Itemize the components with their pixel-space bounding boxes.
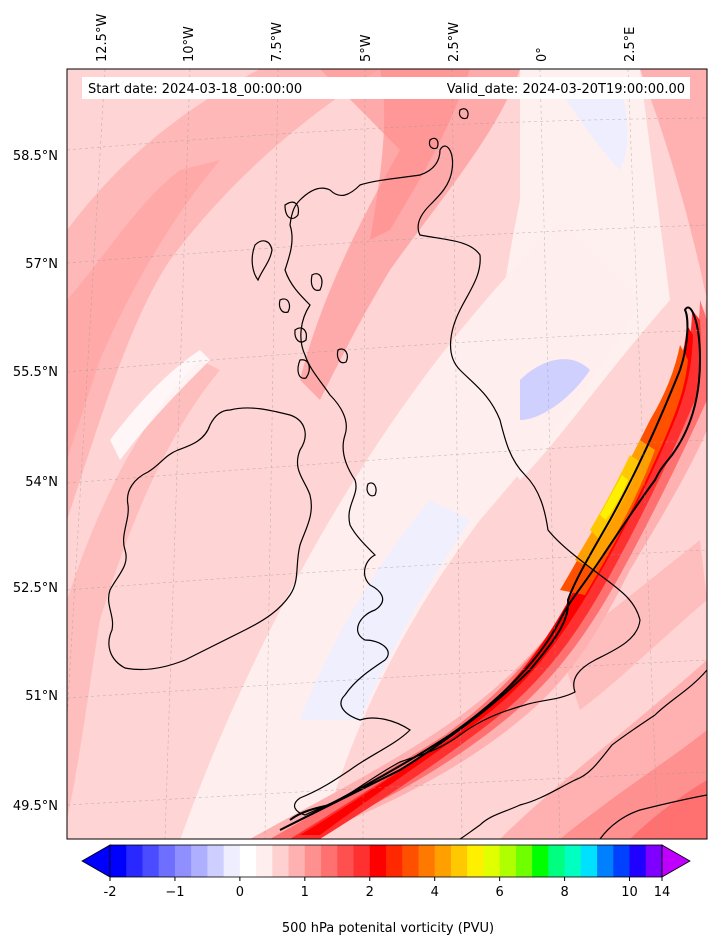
- colorbar-swatch: [613, 845, 631, 877]
- colorbar-swatch: [580, 845, 598, 877]
- colorbar-swatch: [418, 845, 436, 877]
- colorbar-swatch: [645, 845, 663, 877]
- colorbar-swatch: [337, 845, 355, 877]
- colorbar-tick-label: 6: [496, 885, 504, 900]
- colorbar-swatch: [272, 845, 290, 877]
- colorbar-swatch: [288, 845, 306, 877]
- lon-label: 7.5°W: [270, 22, 285, 62]
- colorbar-swatch: [369, 845, 387, 877]
- colorbar-swatch: [434, 845, 452, 877]
- colorbar-swatch: [402, 845, 419, 877]
- lon-label: 2.5°W: [447, 22, 462, 62]
- header-box: [82, 77, 690, 99]
- colorbar-tick-label: 10: [621, 885, 638, 900]
- lon-label: 10°W: [182, 26, 197, 62]
- lon-label: 0°: [535, 47, 550, 62]
- lon-label: 5°W: [359, 34, 374, 62]
- colorbar-swatch: [483, 845, 501, 877]
- colorbar-swatch: [239, 845, 257, 877]
- colorbar-extend-max: [661, 844, 691, 878]
- lat-label: 54°N: [25, 475, 58, 490]
- colorbar-swatch: [174, 845, 192, 877]
- start-date-text: Start date: 2024-03-18_00:00:00: [88, 82, 302, 97]
- colorbar-swatch: [467, 845, 484, 877]
- colorbar: [81, 844, 691, 878]
- colorbar-swatch: [499, 845, 517, 877]
- colorbar-tick-label: 0: [236, 885, 244, 900]
- colorbar-swatch: [629, 845, 647, 877]
- colorbar-swatch: [110, 845, 127, 877]
- valid-date-text: Valid_date: 2024-03-20T19:00:00.00: [447, 82, 685, 97]
- colorbar-border: [109, 844, 663, 878]
- lat-label: 55.5°N: [13, 365, 58, 380]
- lon-label: 2.5°E: [623, 27, 638, 62]
- colorbar-swatch: [142, 845, 160, 877]
- colorbar-swatch: [386, 845, 403, 877]
- colorbar-tick-label: 1: [301, 885, 309, 900]
- colorbar-tick-label: −1: [165, 885, 184, 900]
- lat-label: 49.5°N: [13, 799, 58, 814]
- colorbar-swatch: [191, 845, 208, 877]
- latitude-labels: 58.5°N 57°N 55.5°N 54°N 52.5°N 51°N 49.5…: [13, 149, 58, 814]
- coast-great-britain: [284, 145, 641, 816]
- colorbar-swatch: [597, 845, 614, 877]
- colorbar-tick-label: 2: [366, 885, 374, 900]
- colorbar-swatch: [304, 845, 322, 877]
- colorbar-extend-min: [81, 844, 111, 878]
- colorbar-swatch: [223, 845, 241, 877]
- lat-label: 58.5°N: [13, 149, 58, 164]
- colorbar-tick-label: 8: [560, 885, 568, 900]
- colorbar-swatch: [158, 845, 176, 877]
- colorbar-swatch: [321, 845, 338, 877]
- lat-label: 51°N: [25, 689, 58, 704]
- map-frame: [66, 68, 708, 840]
- colorbar-swatch: [548, 845, 566, 877]
- colorbar-tick-label: -2: [104, 885, 117, 900]
- colorbar-tick-label: 14: [654, 885, 671, 900]
- colorbar-swatch: [126, 845, 143, 877]
- colorbar-ticks: -2 −1 0 1 2 4 6 8 10 14: [104, 877, 671, 900]
- pv-field: [67, 69, 707, 839]
- lat-label: 52.5°N: [13, 581, 58, 596]
- colorbar-swatch: [564, 845, 582, 877]
- colorbar-tick-label: 4: [431, 885, 439, 900]
- colorbar-swatch: [353, 845, 371, 877]
- colorbar-swatch: [515, 845, 533, 877]
- coast-ireland: [108, 407, 312, 671]
- colorbar-swatch: [256, 845, 273, 877]
- colorbar-swatch: [450, 845, 468, 877]
- lat-label: 57°N: [25, 257, 58, 272]
- coast-continent: [459, 669, 707, 839]
- coastlines: [108, 108, 707, 839]
- graticule: [67, 69, 707, 839]
- lon-label: 12.5°W: [95, 14, 110, 62]
- colorbar-label: 500 hPa potenital vorticity (PVU): [282, 921, 494, 936]
- colorbar-swatch: [532, 845, 549, 877]
- longitude-labels: 12.5°W 10°W 7.5°W 5°W 2.5°W 0° 2.5°E: [95, 14, 638, 62]
- colorbar-swatch: [207, 845, 225, 877]
